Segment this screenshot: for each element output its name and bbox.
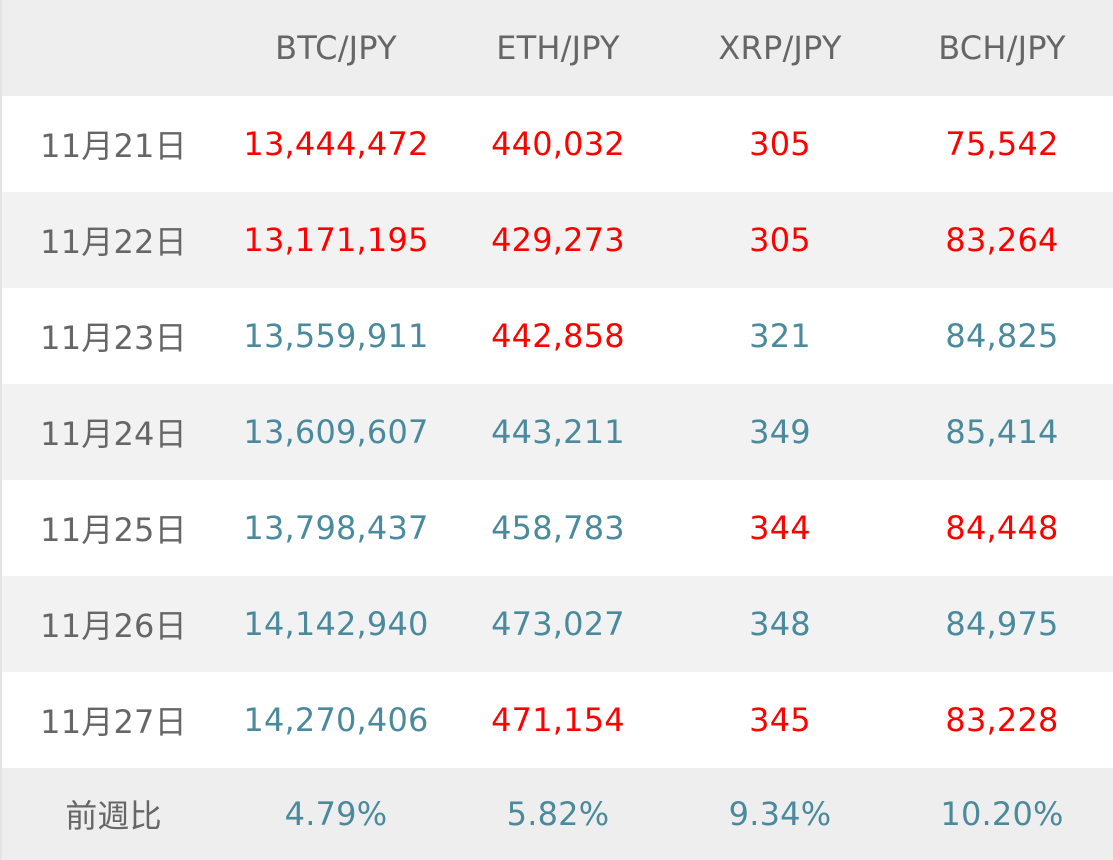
row-date: 11月21日 xyxy=(40,127,187,165)
table-header-row: BTC/JPY ETH/JPY XRP/JPY BCH/JPY xyxy=(2,0,1113,96)
xrp-weekly-change: 9.34% xyxy=(728,795,832,833)
btc-price: 13,609,607 xyxy=(243,413,429,451)
table-row: 11月23日 13,559,911 442,858 321 84,825 xyxy=(2,288,1113,384)
header-xrp-jpy: XRP/JPY xyxy=(718,29,842,67)
bch-price: 83,228 xyxy=(945,701,1059,739)
bch-price: 84,448 xyxy=(945,509,1059,547)
eth-price: 442,858 xyxy=(491,317,625,355)
btc-weekly-change: 4.79% xyxy=(284,795,388,833)
row-date: 11月26日 xyxy=(40,607,187,645)
btc-price: 13,171,195 xyxy=(243,221,429,259)
eth-weekly-change: 5.82% xyxy=(506,795,610,833)
eth-price: 429,273 xyxy=(491,221,625,259)
xrp-price: 305 xyxy=(749,221,811,259)
row-date: 11月23日 xyxy=(40,319,187,357)
bch-price: 85,414 xyxy=(945,413,1059,451)
table-row: 11月21日 13,444,472 440,032 305 75,542 xyxy=(2,96,1113,192)
btc-price: 13,444,472 xyxy=(243,125,429,163)
eth-price: 473,027 xyxy=(491,605,625,643)
table-row: 11月22日 13,171,195 429,273 305 83,264 xyxy=(2,192,1113,288)
table-row: 11月25日 13,798,437 458,783 344 84,448 xyxy=(2,480,1113,576)
xrp-price: 344 xyxy=(749,509,811,547)
bch-price: 75,542 xyxy=(945,125,1059,163)
row-date: 11月25日 xyxy=(40,511,187,549)
row-date: 11月27日 xyxy=(40,703,187,741)
btc-price: 14,142,940 xyxy=(243,605,429,643)
btc-price: 14,270,406 xyxy=(243,701,429,739)
eth-price: 440,032 xyxy=(491,125,625,163)
row-date: 11月24日 xyxy=(40,415,187,453)
btc-price: 13,798,437 xyxy=(243,509,429,547)
week-over-week-row: 前週比 4.79% 5.82% 9.34% 10.20% xyxy=(2,768,1113,860)
row-date: 11月22日 xyxy=(40,223,187,261)
header-bch-jpy: BCH/JPY xyxy=(938,29,1066,67)
xrp-price: 348 xyxy=(749,605,811,643)
header-btc-jpy: BTC/JPY xyxy=(275,29,397,67)
week-over-week-label: 前週比 xyxy=(65,797,162,835)
bch-price: 84,975 xyxy=(945,605,1059,643)
xrp-price: 345 xyxy=(749,701,811,739)
xrp-price: 349 xyxy=(749,413,811,451)
table-row: 11月24日 13,609,607 443,211 349 85,414 xyxy=(2,384,1113,480)
table-row: 11月26日 14,142,940 473,027 348 84,975 xyxy=(2,576,1113,672)
eth-price: 443,211 xyxy=(491,413,625,451)
xrp-price: 321 xyxy=(749,317,811,355)
bch-weekly-change: 10.20% xyxy=(940,795,1064,833)
header-eth-jpy: ETH/JPY xyxy=(496,29,620,67)
eth-price: 458,783 xyxy=(491,509,625,547)
table-row: 11月27日 14,270,406 471,154 345 83,228 xyxy=(2,672,1113,768)
eth-price: 471,154 xyxy=(491,701,625,739)
xrp-price: 305 xyxy=(749,125,811,163)
bch-price: 84,825 xyxy=(945,317,1059,355)
bch-price: 83,264 xyxy=(945,221,1059,259)
btc-price: 13,559,911 xyxy=(243,317,429,355)
